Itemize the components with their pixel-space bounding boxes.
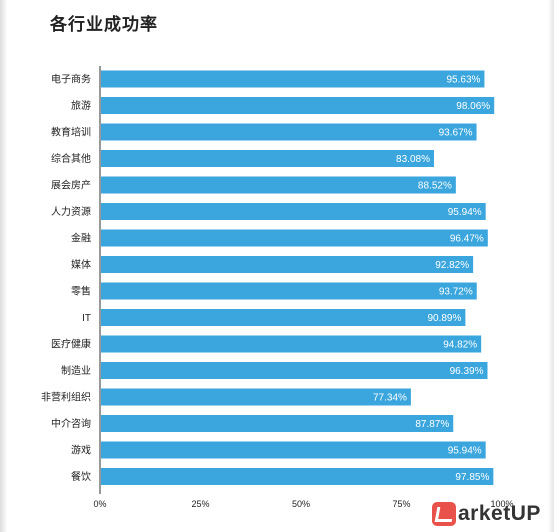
value-label: 88.52% (418, 181, 452, 192)
marketup-logo-icon (432, 502, 456, 526)
value-label: 95.94% (448, 446, 482, 457)
bar (101, 256, 474, 273)
chart-title: 各行业成功率 (50, 15, 158, 34)
bar (101, 282, 477, 300)
value-label: 95.63% (447, 75, 481, 86)
category-label: 医疗健康 (51, 338, 91, 351)
bar (101, 309, 466, 326)
x-tick-label: 0% (93, 499, 106, 509)
category-label: 金融 (71, 232, 91, 245)
value-label: 83.08% (396, 154, 430, 165)
bar (101, 123, 477, 141)
value-label: 93.67% (439, 128, 473, 139)
bar (101, 70, 485, 88)
x-tick-label: 75% (392, 499, 410, 509)
category-label: 综合其他 (51, 152, 91, 165)
category-label: 教育培训 (51, 126, 91, 139)
category-label: IT (82, 313, 91, 324)
x-tick-label: 25% (191, 499, 209, 509)
x-tick-labels-group: 0% 25% 50% 75% 100% (93, 499, 513, 509)
category-label: 人力资源 (51, 205, 91, 218)
bar (101, 415, 454, 432)
bar (101, 229, 488, 247)
category-label: 餐饮 (71, 470, 91, 483)
category-label: 中介咨询 (51, 417, 91, 430)
bar (101, 176, 456, 194)
value-label: 92.82% (435, 260, 469, 271)
value-label: 93.72% (439, 287, 473, 298)
value-label: 90.89% (427, 313, 461, 324)
value-label: 94.82% (443, 340, 477, 351)
category-label: 零售 (71, 285, 91, 298)
value-label: 87.87% (415, 419, 449, 430)
bar (101, 203, 486, 220)
bar (101, 362, 488, 379)
value-label: 97.85% (455, 472, 489, 483)
value-label: 95.94% (448, 207, 482, 218)
category-label: 媒体 (71, 259, 91, 271)
bar (101, 335, 482, 353)
bar (101, 150, 434, 167)
bar (101, 468, 494, 485)
category-label: 游戏 (71, 444, 91, 457)
bar (101, 97, 495, 114)
category-label: 电子商务 (51, 73, 91, 86)
watermark-text: arketUP (458, 502, 541, 525)
page-edge-left (0, 0, 7, 532)
page-edge-right (548, 0, 554, 532)
bar (101, 388, 411, 406)
category-label: 展会房产 (51, 179, 91, 192)
value-label: 98.06% (456, 101, 490, 112)
x-tick-label: 50% (292, 499, 310, 509)
category-label: 旅游 (71, 99, 91, 112)
x-tick-label: 100% (490, 499, 513, 509)
category-label: 制造业 (61, 364, 91, 377)
value-label: 96.39% (450, 366, 484, 377)
bar (101, 441, 486, 459)
value-labels-group: 95.63% 98.06% 93.67% 83.08% 88.52% 95.94% 96.4… (373, 75, 490, 484)
bars-group (101, 70, 495, 485)
category-label: 非营利组织 (41, 391, 91, 404)
value-label: 77.34% (373, 393, 407, 404)
value-label: 96.47% (450, 234, 484, 245)
watermark: arketUP (432, 498, 541, 530)
